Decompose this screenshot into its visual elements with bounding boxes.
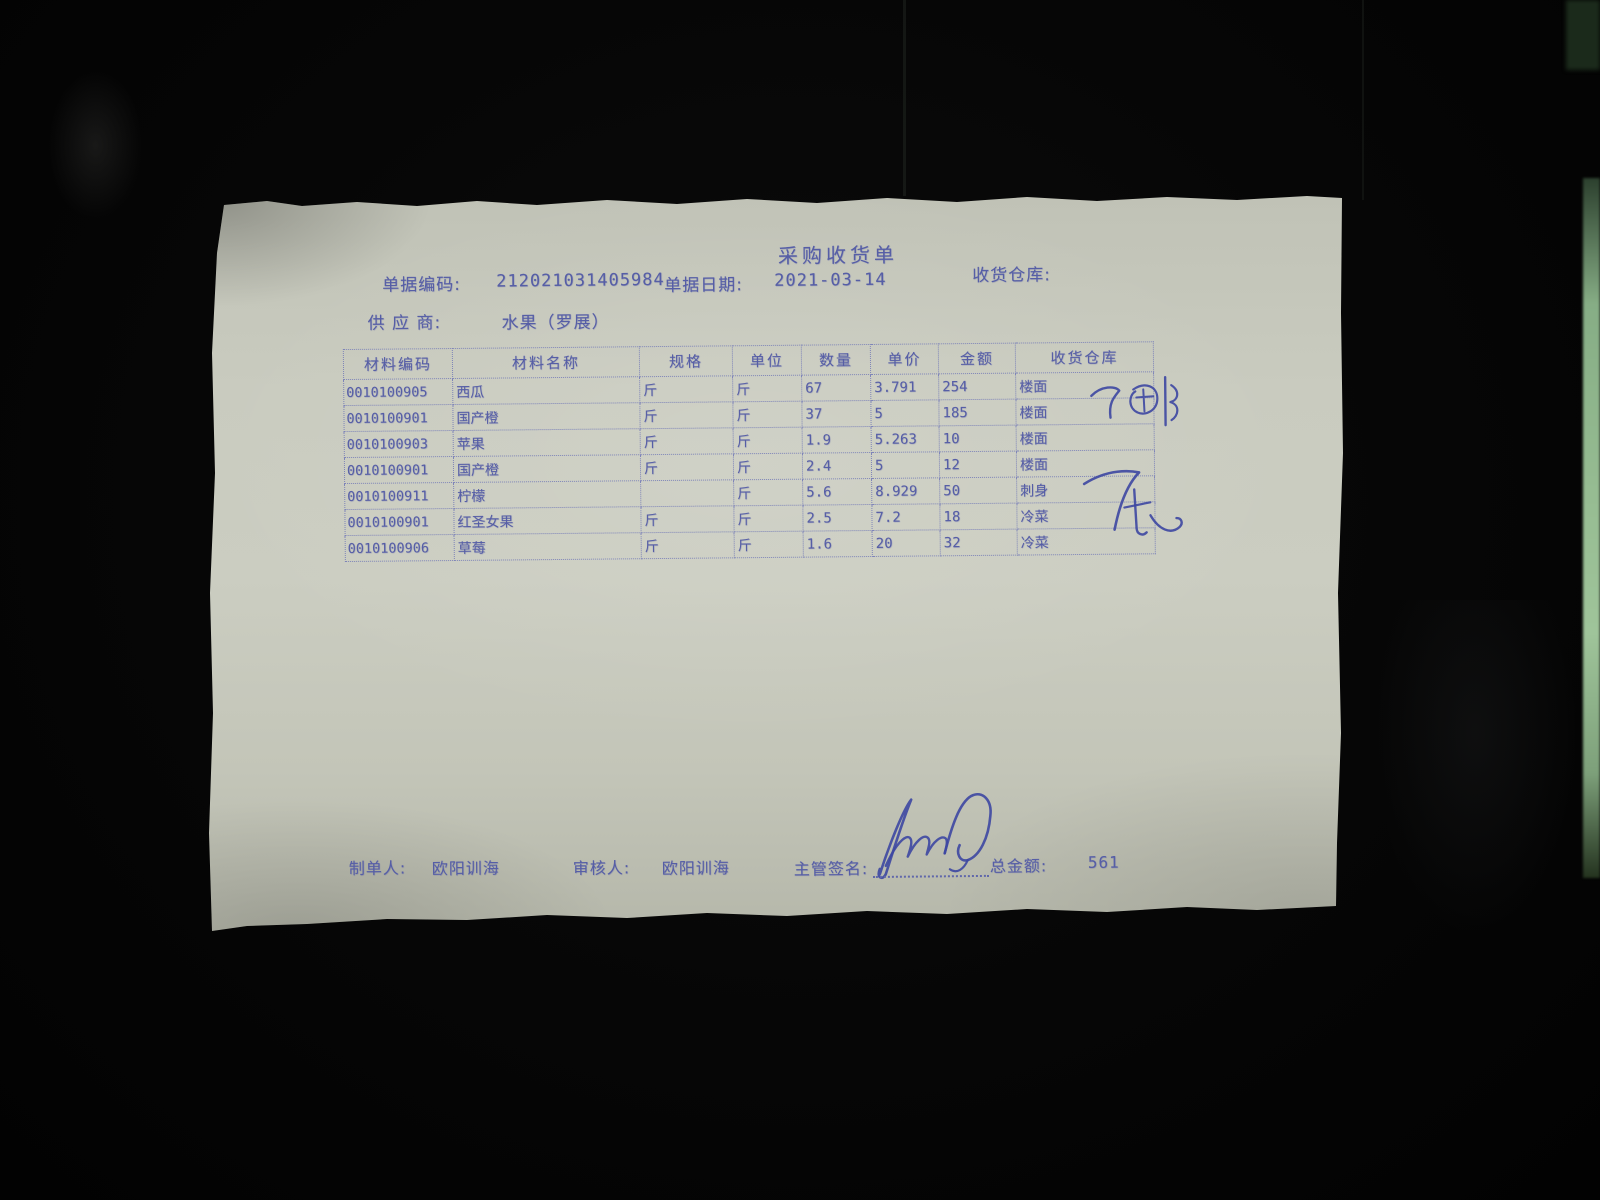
- header-material-code: 材料编码: [343, 348, 453, 380]
- header-unit-price: 单价: [870, 343, 939, 375]
- warehouse-label: 收货仓库:: [972, 265, 1051, 287]
- doc-date-value: 2021-03-14: [774, 269, 887, 291]
- header-spec: 规格: [639, 345, 733, 377]
- cell-unit: 斤: [734, 531, 804, 558]
- reviewer-label: 审核人:: [572, 858, 631, 878]
- cell-unit: 斤: [732, 401, 803, 428]
- reviewer-value: 欧阳训海: [661, 858, 730, 879]
- cell-quantity: 2.4: [802, 452, 872, 480]
- cell-material-name: 国产橙: [453, 454, 641, 483]
- doc-date-label: 单据日期:: [664, 275, 744, 296]
- cell-quantity: 67: [801, 374, 871, 402]
- document-title: 采购收货单: [777, 242, 899, 268]
- cell-unit-price: 5.263: [871, 425, 940, 453]
- supervisor-signature-icon: [877, 793, 992, 880]
- cell-unit-price: 8.929: [871, 477, 940, 505]
- preparer-value: 欧阳训海: [431, 858, 500, 879]
- cell-material-name: 柠檬: [453, 480, 641, 509]
- cell-material-code: 0010100901: [344, 508, 455, 536]
- cell-quantity: 1.9: [802, 426, 872, 454]
- doc-code-value: 212021031405984: [496, 269, 665, 292]
- cell-unit-price: 7.2: [871, 503, 941, 531]
- cell-unit-price: 20: [872, 529, 941, 557]
- receipt-document: 采购收货单 单据编码: 212021031405984 单据日期: 2021-0…: [209, 196, 1343, 931]
- cell-spec: 斤: [640, 505, 735, 533]
- cell-spec: 斤: [641, 531, 735, 559]
- background-edge-line: [1362, 0, 1364, 200]
- handwritten-scribble-icon: [1082, 469, 1183, 536]
- cell-amount: 10: [939, 425, 1017, 452]
- handwritten-scribble-icon: [1090, 375, 1179, 427]
- cell-unit: 斤: [733, 505, 804, 532]
- cell-unit: 斤: [733, 427, 803, 454]
- cell-amount: 185: [938, 399, 1017, 426]
- cell-material-code: 0010100906: [345, 534, 455, 562]
- supplier-value: 水果（罗展）: [501, 312, 610, 334]
- header-warehouse: 收货仓库: [1015, 341, 1154, 374]
- cell-material-name: 红圣女果: [453, 506, 642, 535]
- cell-unit-price: 5: [870, 399, 940, 427]
- header-amount: 金额: [938, 343, 1016, 374]
- header-material-name: 材料名称: [452, 346, 640, 379]
- green-wall-corner: [1566, 0, 1600, 70]
- cell-material-code: 0010100905: [343, 378, 453, 406]
- cell-material-name: 苹果: [453, 428, 641, 457]
- background-shadow-object: [48, 70, 143, 220]
- cell-unit: 斤: [732, 375, 802, 402]
- cell-spec: 斤: [640, 427, 734, 455]
- cell-spec: 斤: [639, 375, 733, 403]
- cell-unit-price: 3.791: [870, 373, 939, 401]
- cell-unit: 斤: [733, 479, 803, 506]
- cell-amount: 254: [938, 373, 1016, 400]
- cell-material-code: 0010100901: [344, 456, 454, 484]
- total-value: 561: [1087, 852, 1120, 872]
- cell-material-code: 0010100901: [343, 404, 454, 432]
- total-label: 总金额:: [989, 856, 1048, 876]
- receipt-paper: 采购收货单 单据编码: 212021031405984 单据日期: 2021-0…: [209, 196, 1343, 931]
- cell-spec: 斤: [639, 401, 734, 429]
- cell-material-code: 0010100911: [344, 482, 454, 510]
- cell-amount: 32: [940, 529, 1018, 556]
- cell-quantity: 5.6: [802, 478, 872, 506]
- cell-quantity: 1.6: [803, 530, 873, 558]
- green-wall-strip: [1583, 178, 1600, 878]
- header-unit: 单位: [732, 345, 802, 376]
- items-table: 材料编码 材料名称 规格 单位 数量 单价 金额 收货仓库 0010100905…: [343, 341, 1156, 562]
- cell-spec: [640, 479, 734, 507]
- cell-quantity: 2.5: [802, 504, 873, 532]
- cell-amount: 50: [939, 477, 1017, 504]
- preparer-label: 制单人:: [348, 858, 407, 879]
- cell-amount: 12: [939, 451, 1017, 478]
- cell-spec: 斤: [640, 453, 734, 481]
- cell-unit: 斤: [733, 453, 803, 480]
- doc-code-label: 单据编码:: [382, 274, 462, 296]
- cell-material-code: 0010100903: [344, 430, 454, 458]
- background-edge-line: [903, 0, 906, 196]
- cell-material-name: 国产橙: [452, 402, 641, 431]
- supplier-label: 供 应 商:: [367, 313, 442, 334]
- header-quantity: 数量: [801, 344, 871, 376]
- cell-unit-price: 5: [871, 451, 940, 479]
- cell-material-name: 西瓜: [452, 376, 640, 405]
- cell-quantity: 37: [801, 400, 872, 428]
- cell-amount: 18: [939, 503, 1018, 530]
- cell-material-name: 草莓: [454, 532, 642, 561]
- background-patch: [1375, 600, 1575, 930]
